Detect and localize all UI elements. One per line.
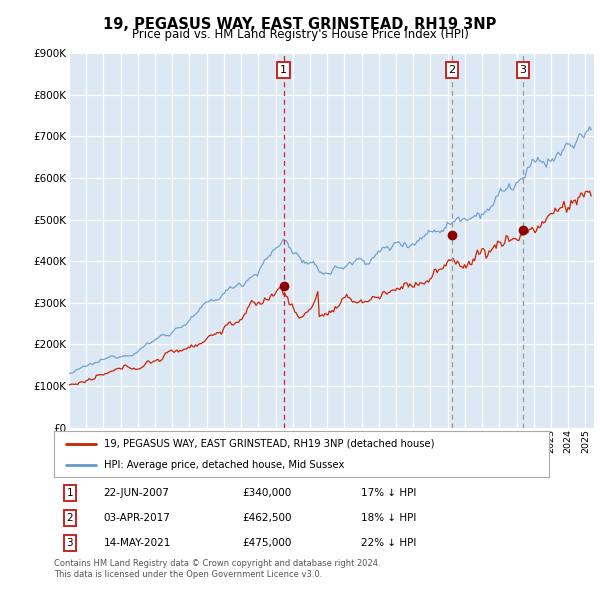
Text: HPI: Average price, detached house, Mid Sussex: HPI: Average price, detached house, Mid … xyxy=(104,460,344,470)
Text: 2: 2 xyxy=(67,513,73,523)
Text: 1: 1 xyxy=(67,488,73,498)
Text: £475,000: £475,000 xyxy=(242,538,292,548)
Text: 19, PEGASUS WAY, EAST GRINSTEAD, RH19 3NP (detached house): 19, PEGASUS WAY, EAST GRINSTEAD, RH19 3N… xyxy=(104,438,434,448)
Text: 2: 2 xyxy=(448,65,455,75)
Text: 3: 3 xyxy=(67,538,73,548)
Text: 03-APR-2017: 03-APR-2017 xyxy=(104,513,170,523)
Text: 18% ↓ HPI: 18% ↓ HPI xyxy=(361,513,416,523)
Text: Contains HM Land Registry data © Crown copyright and database right 2024.: Contains HM Land Registry data © Crown c… xyxy=(54,559,380,568)
Text: 3: 3 xyxy=(520,65,526,75)
Text: This data is licensed under the Open Government Licence v3.0.: This data is licensed under the Open Gov… xyxy=(54,570,322,579)
Text: 17% ↓ HPI: 17% ↓ HPI xyxy=(361,488,416,498)
Text: Price paid vs. HM Land Registry's House Price Index (HPI): Price paid vs. HM Land Registry's House … xyxy=(131,28,469,41)
Text: £340,000: £340,000 xyxy=(242,488,292,498)
Text: 1: 1 xyxy=(280,65,287,75)
Text: £462,500: £462,500 xyxy=(242,513,292,523)
Text: 22% ↓ HPI: 22% ↓ HPI xyxy=(361,538,416,548)
Text: 22-JUN-2007: 22-JUN-2007 xyxy=(104,488,169,498)
Text: 14-MAY-2021: 14-MAY-2021 xyxy=(104,538,171,548)
Text: 19, PEGASUS WAY, EAST GRINSTEAD, RH19 3NP: 19, PEGASUS WAY, EAST GRINSTEAD, RH19 3N… xyxy=(103,17,497,31)
